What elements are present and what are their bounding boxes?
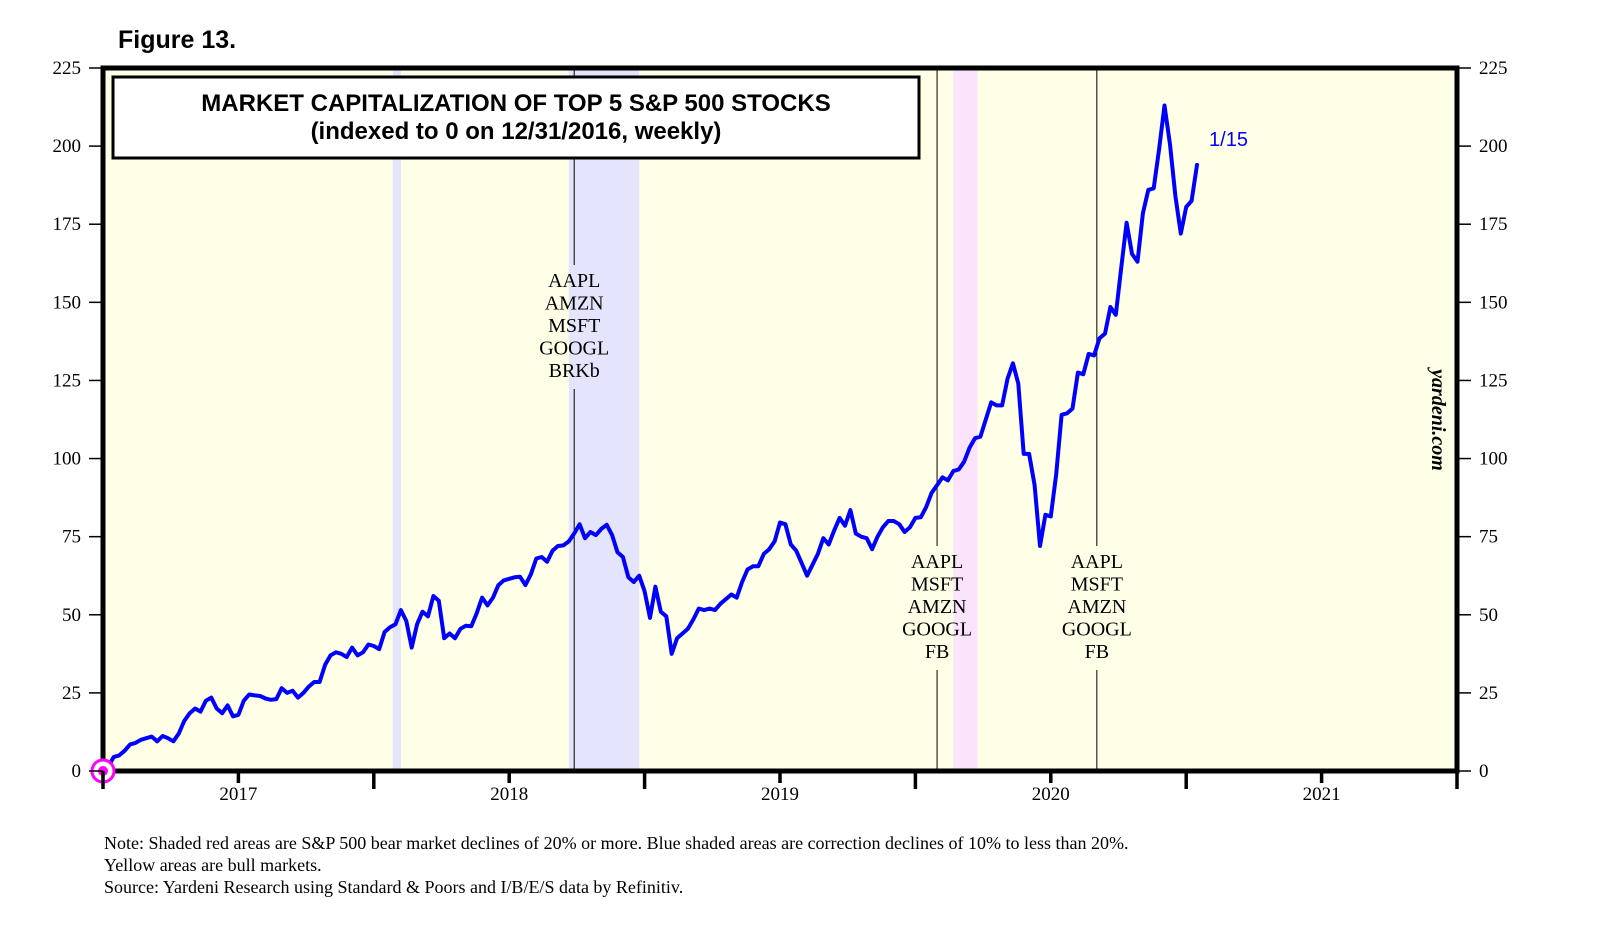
y-tick-label-left: 150	[53, 292, 82, 313]
annotation-ticker: GOOGL	[902, 619, 972, 641]
annotation-ticker: GOOGL	[539, 338, 609, 360]
annotation-ticker: BRKb	[549, 360, 600, 382]
note-shading: Note: Shaded red areas are S&P 500 bear …	[104, 833, 1129, 853]
x-axis: 2017 2018 2019 2020 2021	[101, 771, 1459, 805]
plot-background	[103, 68, 1457, 771]
y-tick-label-right: 0	[1479, 761, 1489, 782]
annotation-labels: AAPLAMZNMSFTGOOGLBRKbAAPLMSFTAMZNGOOGLFB…	[539, 270, 1132, 663]
series-line	[101, 103, 1199, 773]
title-box-frame	[111, 75, 921, 160]
x-tick-label: 2017	[219, 784, 257, 805]
x-tick-label: 2021	[1303, 784, 1341, 805]
series: 1/15	[101, 103, 1248, 773]
annotation-ticker: GOOGL	[1062, 619, 1132, 641]
y-tick-label-right: 150	[1479, 292, 1508, 313]
annotation-ticker: AMZN	[908, 596, 967, 618]
y-tick-label-left: 100	[53, 449, 82, 470]
watermark: yardeni.com	[1427, 367, 1449, 471]
y-tick-label-right: 175	[1479, 214, 1508, 235]
annotation-ticker: AMZN	[545, 293, 604, 315]
figure-label: Figure 13.	[118, 26, 237, 54]
y-tick-label-right: 200	[1479, 136, 1508, 157]
bull-market-background	[103, 68, 1457, 771]
y-tick-label-left: 50	[62, 605, 81, 626]
y-tick-label-left: 175	[53, 214, 82, 235]
end-date-label: 1/15	[1209, 129, 1248, 151]
y-tick-label-left: 200	[53, 136, 82, 157]
y-axis-left: 0 25 50 75 100 125 150 175 200 225	[53, 58, 103, 782]
annotation-ticker: MSFT	[548, 315, 600, 337]
x-tick-label: 2018	[490, 784, 528, 805]
annotation-lines	[573, 68, 1098, 771]
y-tick-label-right: 125	[1479, 370, 1508, 391]
annotation-ticker: AAPL	[548, 270, 600, 292]
annotation-ticker: MSFT	[1071, 574, 1123, 596]
annotation-ticker: AMZN	[1067, 596, 1126, 618]
y-tick-label-right: 50	[1479, 605, 1498, 626]
annotation-ticker: AAPL	[1071, 551, 1123, 573]
correction-shade	[392, 68, 401, 771]
y-tick-label-right: 225	[1479, 58, 1508, 79]
note-bull: Yellow areas are bull markets.	[104, 855, 322, 875]
chart-notes: Note: Shaded red areas are S&P 500 bear …	[104, 832, 1128, 898]
note-source: Source: Yardeni Research using Standard …	[104, 877, 684, 897]
bear-shade	[953, 68, 978, 771]
y-tick-label-left: 225	[53, 58, 82, 79]
annotation-ticker: FB	[1085, 641, 1109, 663]
shaded-regions	[392, 68, 978, 771]
y-tick-label-left: 25	[62, 683, 81, 704]
annotation-ticker: MSFT	[911, 574, 963, 596]
y-axis-right: 0 25 50 75 100 125 150 175 200 225	[1457, 58, 1508, 782]
y-tick-label-right: 100	[1479, 449, 1508, 470]
annotation-ticker: AAPL	[911, 551, 963, 573]
y-tick-label-right: 25	[1479, 683, 1498, 704]
y-tick-label-right: 75	[1479, 527, 1498, 548]
title-box: MARKET CAPITALIZATION OF TOP 5 S&P 500 S…	[111, 75, 921, 160]
y-tick-label-left: 125	[53, 370, 82, 391]
chart-title: MARKET CAPITALIZATION OF TOP 5 S&P 500 S…	[201, 90, 830, 117]
y-tick-label-left: 0	[72, 761, 82, 782]
annotation-ticker: FB	[925, 641, 949, 663]
x-tick-label: 2020	[1032, 784, 1070, 805]
chart-subtitle: (indexed to 0 on 12/31/2016, weekly)	[311, 118, 722, 145]
y-tick-label-left: 75	[62, 527, 81, 548]
x-tick-label: 2019	[761, 784, 799, 805]
correction-shade	[568, 68, 640, 771]
